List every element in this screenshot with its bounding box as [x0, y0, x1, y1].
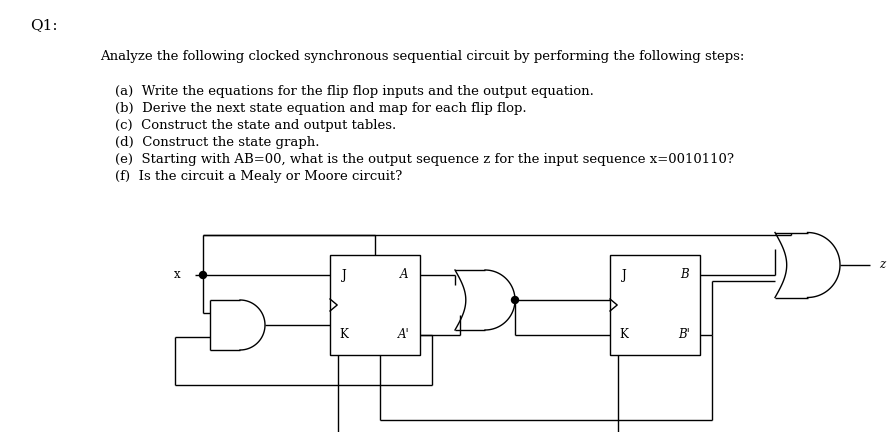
Text: (a)  Write the equations for the flip flop inputs and the output equation.: (a) Write the equations for the flip flo… [115, 85, 594, 98]
Circle shape [199, 271, 206, 279]
Bar [330, 255, 420, 355]
Text: J: J [621, 269, 627, 282]
Text: (b)  Derive the next state equation and map for each flip flop.: (b) Derive the next state equation and m… [115, 102, 526, 115]
Text: J: J [341, 269, 347, 282]
Text: Q1:: Q1: [30, 18, 58, 32]
Text: z: z [879, 258, 885, 271]
Text: (f)  Is the circuit a Mealy or Moore circuit?: (f) Is the circuit a Mealy or Moore circ… [115, 170, 402, 183]
Bar [610, 255, 700, 355]
Text: B: B [680, 269, 688, 282]
Text: Analyze the following clocked synchronous sequential circuit by performing the f: Analyze the following clocked synchronou… [100, 50, 744, 63]
Text: (e)  Starting with AB=00, what is the output sequence z for the input sequence x: (e) Starting with AB=00, what is the out… [115, 153, 734, 166]
Text: K: K [340, 328, 348, 342]
Text: x: x [173, 269, 180, 282]
Text: B': B' [678, 328, 690, 342]
Text: K: K [620, 328, 629, 342]
Text: (c)  Construct the state and output tables.: (c) Construct the state and output table… [115, 119, 396, 132]
Text: A: A [400, 269, 408, 282]
Text: (d)  Construct the state graph.: (d) Construct the state graph. [115, 136, 319, 149]
Circle shape [511, 296, 518, 304]
Text: A': A' [398, 328, 410, 342]
